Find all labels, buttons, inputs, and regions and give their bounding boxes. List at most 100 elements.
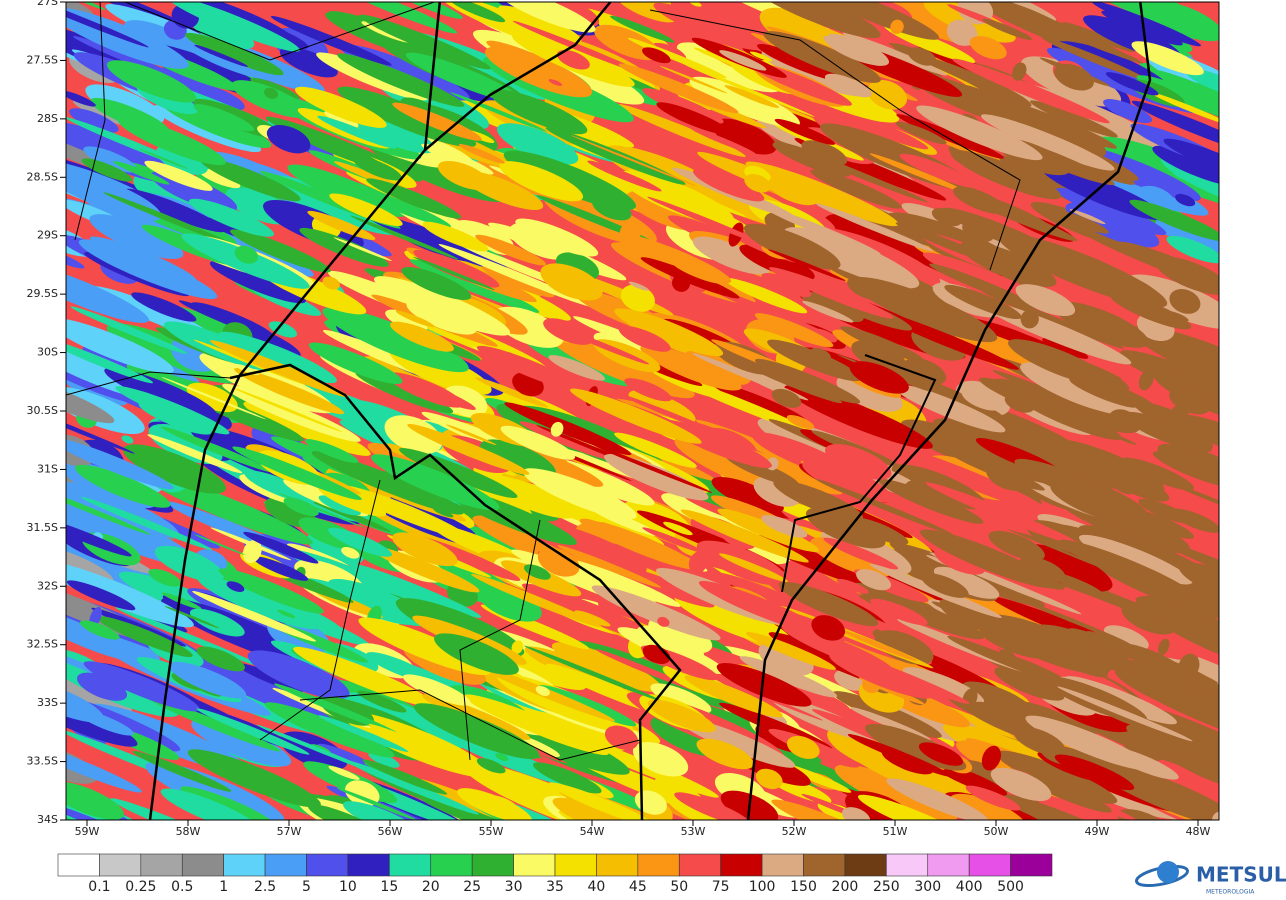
field-patch <box>640 257 740 299</box>
field-patch <box>66 398 135 454</box>
field-patch <box>353 156 402 181</box>
field-patch <box>1169 388 1211 415</box>
field-patch <box>124 20 195 57</box>
field-patch <box>232 446 362 501</box>
field-patch <box>1046 571 1105 597</box>
field-patch <box>256 724 381 776</box>
colorbar-swatch <box>57 853 100 877</box>
field-patch <box>886 778 989 820</box>
field-patch <box>653 2 763 51</box>
field-patch <box>1045 773 1093 793</box>
field-patch <box>693 168 765 202</box>
lat-label: 34S <box>37 813 58 826</box>
field-patch <box>495 753 509 761</box>
field-patch <box>66 600 160 665</box>
field-patch <box>947 635 1071 687</box>
field-patch <box>907 47 937 66</box>
field-patch <box>642 527 704 553</box>
colorbar-swatch <box>596 853 639 877</box>
colorbar-swatch <box>637 853 680 877</box>
field-patch <box>420 797 519 820</box>
field-patch <box>1065 202 1160 248</box>
field-patch <box>960 241 1057 288</box>
field-patch <box>1163 138 1219 187</box>
field-patch <box>824 73 872 98</box>
field-patch <box>243 531 319 564</box>
field-patch <box>786 415 815 430</box>
field-patch <box>1058 653 1109 678</box>
field-patch <box>682 63 815 117</box>
field-patch <box>952 58 1110 124</box>
colorbar-swatch <box>264 853 307 877</box>
field-patch <box>75 464 171 508</box>
field-patch <box>551 642 662 692</box>
field-patch <box>671 274 691 292</box>
field-patch <box>398 447 518 499</box>
field-patch <box>952 186 1007 214</box>
field-patch <box>147 434 243 474</box>
field-patch <box>371 454 500 511</box>
field-patch <box>1158 730 1219 768</box>
field-patch <box>392 532 458 567</box>
field-patch <box>812 328 838 343</box>
field-patch <box>1106 276 1161 310</box>
field-patch <box>1128 509 1195 539</box>
field-patch <box>965 785 1021 811</box>
field-patch <box>232 387 343 433</box>
field-patch <box>414 703 540 760</box>
field-patch <box>1057 686 1193 742</box>
field-patch <box>180 786 276 820</box>
field-patch <box>1091 2 1201 47</box>
field-patch <box>591 585 721 641</box>
field-patch <box>836 374 903 412</box>
field-patch <box>311 451 464 515</box>
field-patch <box>341 546 360 559</box>
field-patch <box>355 371 454 414</box>
lat-label: 29S <box>37 229 58 242</box>
field-patch <box>401 266 472 300</box>
field-patch <box>747 2 881 39</box>
field-patch <box>1042 338 1089 359</box>
field-patch <box>579 518 700 570</box>
field-patch <box>515 218 599 257</box>
field-patch <box>842 32 948 76</box>
field-patch <box>840 326 925 362</box>
field-patch <box>486 40 574 79</box>
field-patch <box>210 527 292 561</box>
field-patch <box>659 66 728 94</box>
field-patch <box>160 426 274 473</box>
field-patch <box>384 415 443 455</box>
field-patch <box>350 215 459 260</box>
lat-label: 27S <box>37 0 58 8</box>
field-patch <box>815 478 953 535</box>
field-patch <box>144 160 213 191</box>
field-patch <box>110 798 232 820</box>
field-patch <box>392 102 482 141</box>
field-patch <box>359 14 491 70</box>
field-patch <box>754 358 861 404</box>
field-patch <box>660 419 772 468</box>
field-patch <box>1068 628 1148 662</box>
field-patch <box>946 19 978 46</box>
field-patch <box>550 421 564 437</box>
field-patch <box>69 108 119 133</box>
colorbar-swatch <box>844 853 887 877</box>
field-patch <box>841 629 917 661</box>
field-patch <box>1021 773 1112 813</box>
field-patch <box>308 342 403 384</box>
field-patch <box>500 425 576 460</box>
field-patch <box>1181 673 1219 710</box>
field-patch <box>895 121 947 145</box>
field-patch <box>270 15 392 66</box>
field-patch <box>264 87 279 99</box>
field-patch <box>243 401 371 456</box>
field-patch <box>1038 588 1199 661</box>
colorbar-label: 200 <box>832 879 859 895</box>
field-patch <box>234 245 259 264</box>
field-patch <box>1104 625 1149 651</box>
field-patch <box>836 578 869 594</box>
field-patch <box>872 309 1019 370</box>
colorbar-swatch <box>140 853 183 877</box>
field-patch <box>773 479 864 521</box>
field-patch <box>783 227 920 289</box>
